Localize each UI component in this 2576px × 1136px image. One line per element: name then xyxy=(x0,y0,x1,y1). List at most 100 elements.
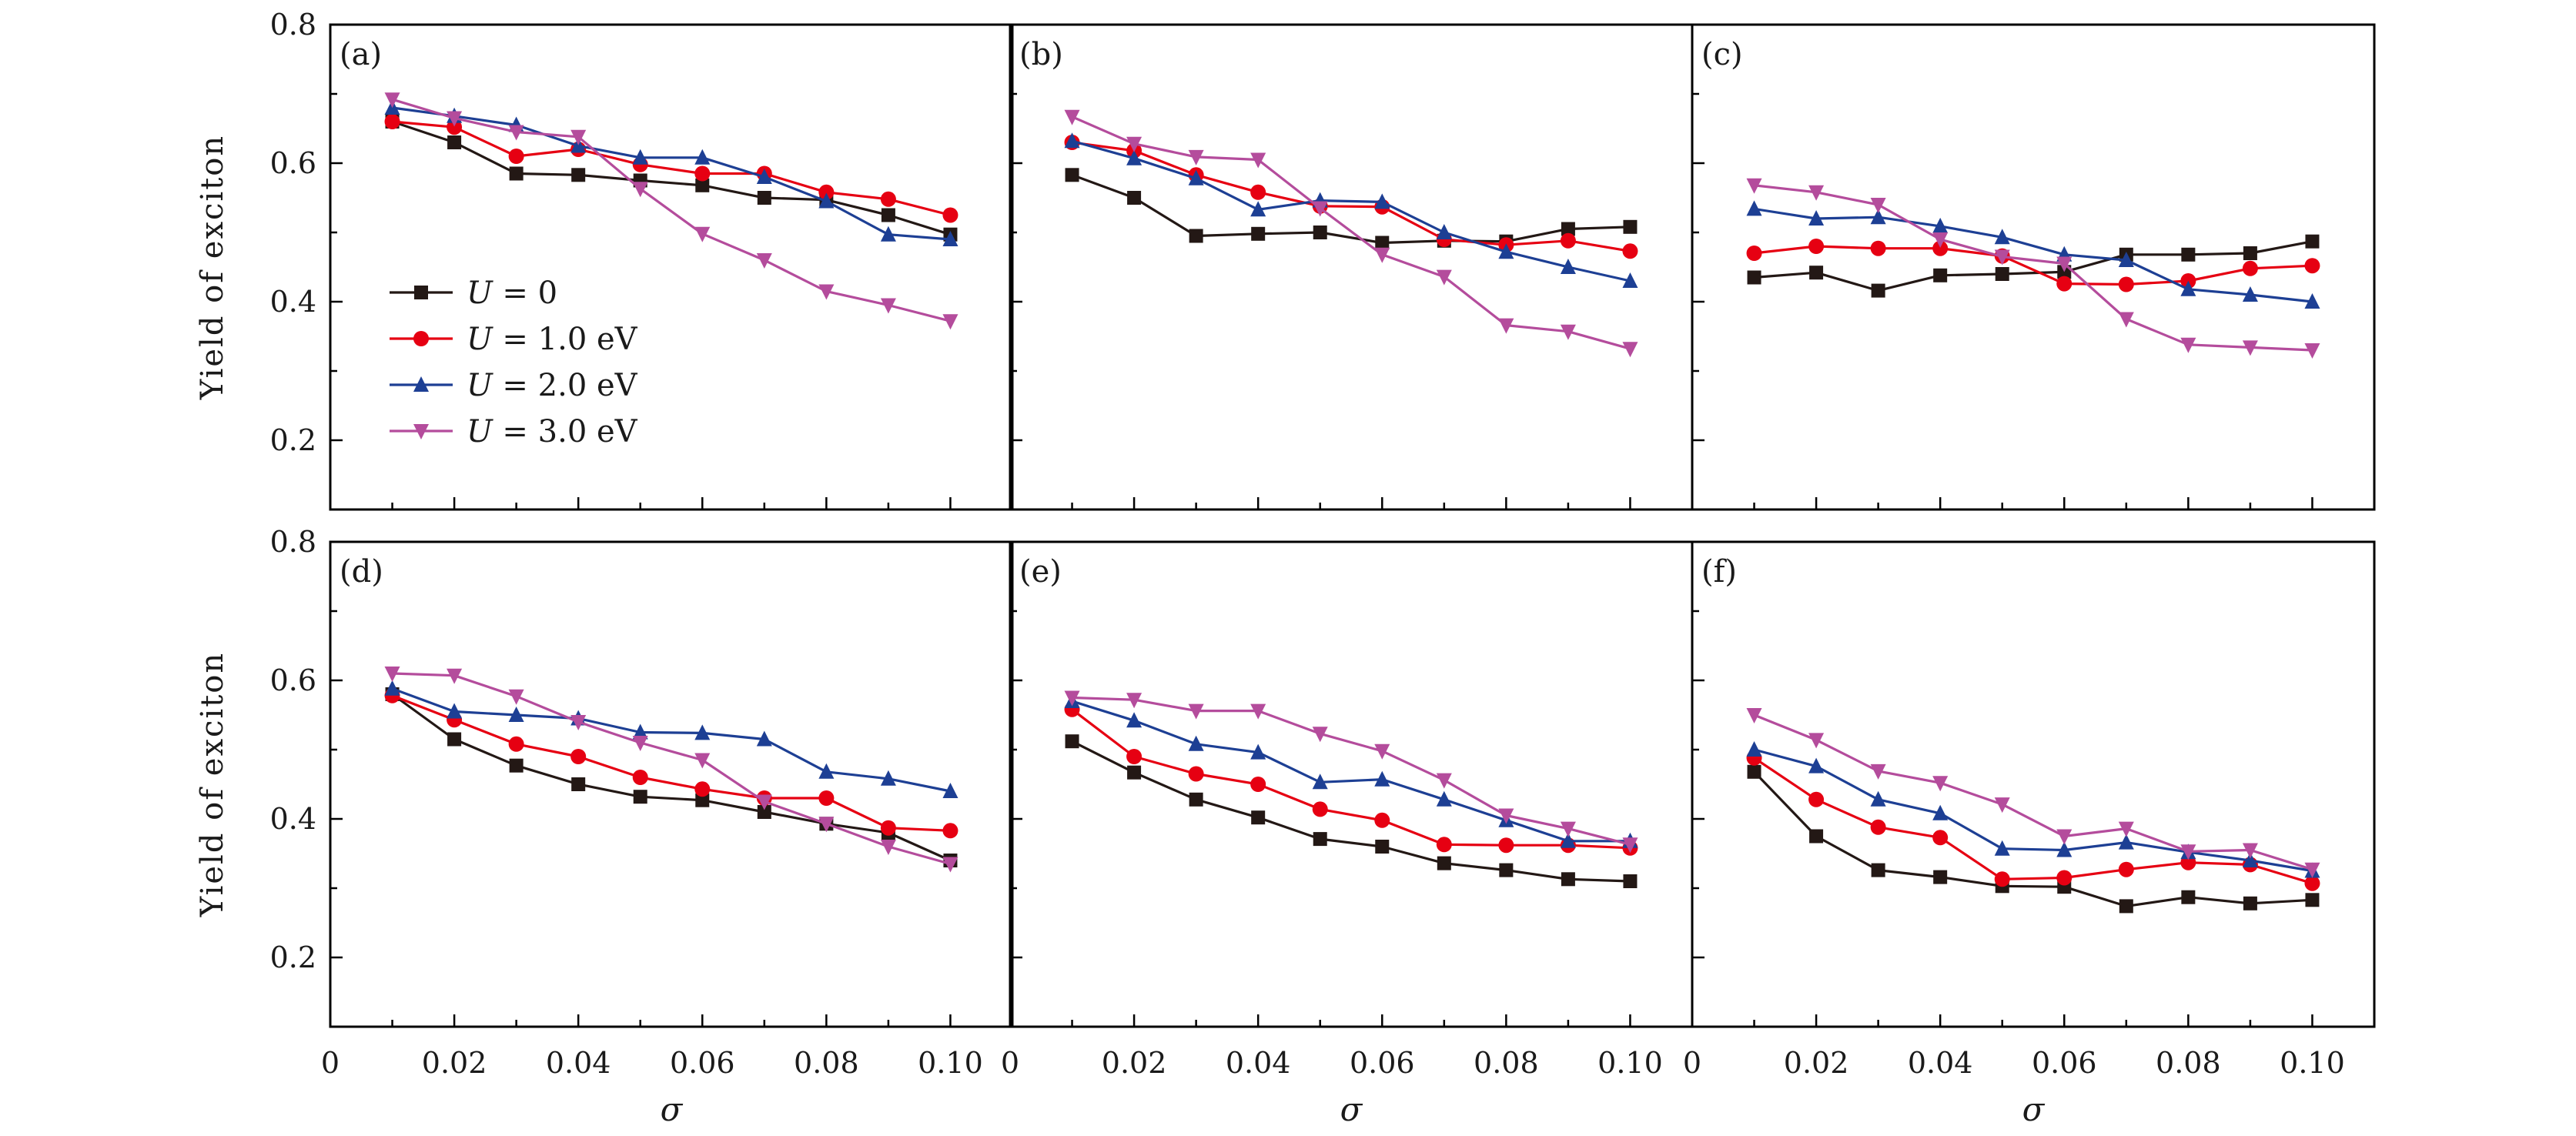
marker-triangle-up xyxy=(2118,834,2134,850)
marker-triangle-down xyxy=(2242,843,2258,859)
marker-square xyxy=(1747,764,1761,779)
series-3 xyxy=(1064,109,1638,358)
marker-circle xyxy=(694,165,711,182)
series-line xyxy=(1072,696,1631,846)
marker-triangle-up xyxy=(1994,840,2010,856)
x-tick-label: 0.06 xyxy=(670,1046,735,1080)
panel-e: (e) xyxy=(1009,540,1694,1028)
marker-triangle-down xyxy=(2304,862,2320,878)
marker-square xyxy=(2305,893,2320,907)
legend-text: = 1.0 eV xyxy=(493,322,638,357)
marker-triangle-down xyxy=(1498,318,1514,334)
marker-circle xyxy=(2056,276,2073,292)
marker-triangle-down xyxy=(1808,733,1825,749)
legend-entry: U = 1.0 eV xyxy=(390,322,638,357)
marker-circle xyxy=(1622,243,1638,259)
marker-triangle-up xyxy=(1498,243,1514,259)
marker-circle xyxy=(2056,870,2073,886)
series-0 xyxy=(1065,734,1638,888)
marker-triangle-up xyxy=(2118,252,2134,267)
marker-square xyxy=(695,178,710,192)
marker-triangle-down xyxy=(384,667,400,682)
y-tick-label: 0.8 xyxy=(270,8,316,42)
marker-square xyxy=(881,208,895,222)
marker-square xyxy=(1437,856,1451,870)
marker-triangle-down xyxy=(1808,185,1825,201)
marker-triangle-down xyxy=(1746,708,1762,723)
x-axis-label: σ xyxy=(1340,1091,1363,1128)
marker-circle xyxy=(1932,240,1949,256)
marker-square xyxy=(1623,219,1638,234)
series-line xyxy=(1754,240,2313,292)
marker-triangle-down xyxy=(694,226,711,242)
marker-square xyxy=(571,777,586,791)
marker-circle xyxy=(2118,861,2134,877)
series-line xyxy=(392,106,951,241)
marker-square xyxy=(1127,191,1142,205)
marker-triangle-up xyxy=(1560,259,1576,274)
marker-circle xyxy=(447,119,463,135)
marker-triangle-down xyxy=(1994,249,2010,266)
marker-triangle-up xyxy=(1374,770,1390,787)
marker-square xyxy=(1623,874,1638,888)
marker-square xyxy=(757,191,771,205)
x-tick-label: 0.10 xyxy=(918,1046,983,1080)
marker-triangle-down xyxy=(1250,703,1266,720)
marker-triangle-down xyxy=(1870,198,1886,213)
marker-triangle-up xyxy=(2180,280,2196,296)
marker-triangle-up xyxy=(818,763,835,779)
marker-circle xyxy=(1374,812,1390,828)
marker-circle xyxy=(2118,276,2134,292)
marker-triangle-up xyxy=(1250,743,1266,760)
marker-triangle-down xyxy=(1250,152,1266,169)
series-2 xyxy=(1746,741,2320,878)
marker-circle xyxy=(1560,232,1576,249)
marker-square xyxy=(1189,229,1203,243)
panel-label: (b) xyxy=(1019,37,1063,72)
marker-triangle-up xyxy=(447,703,463,719)
series-line xyxy=(1754,207,2313,303)
series-1 xyxy=(384,687,958,839)
series-line xyxy=(391,687,951,793)
marker-square xyxy=(1251,226,1266,241)
marker-square xyxy=(1313,832,1327,847)
marker-triangle-down xyxy=(1622,837,1638,854)
series-2 xyxy=(1064,132,1638,288)
marker-triangle-down xyxy=(632,182,648,198)
series-2 xyxy=(384,680,958,798)
marker-square xyxy=(1995,267,2009,281)
panel-f: (f) xyxy=(1691,540,2376,1028)
marker-circle xyxy=(1436,837,1452,853)
marker-triangle-up xyxy=(413,376,429,392)
panel-frame xyxy=(329,540,1014,1028)
marker-triangle-up xyxy=(756,169,772,184)
marker-triangle-up xyxy=(1126,712,1142,728)
series-line xyxy=(391,694,951,832)
marker-triangle-down xyxy=(1498,808,1514,824)
series-line xyxy=(1754,245,2313,286)
marker-triangle-up xyxy=(1560,832,1576,848)
marker-triangle-up xyxy=(880,226,896,242)
marker-triangle-down xyxy=(2118,312,2134,328)
y-tick-label: 0.4 xyxy=(270,802,316,836)
marker-triangle-up xyxy=(1808,210,1825,226)
marker-circle xyxy=(1746,246,1762,261)
marker-circle xyxy=(2304,875,2320,891)
marker-square xyxy=(1871,283,1885,298)
series-line xyxy=(1753,757,2313,885)
marker-triangle-down xyxy=(1436,773,1452,789)
marker-circle xyxy=(570,749,587,764)
panel-label: (f) xyxy=(1701,554,1737,590)
panel-frame xyxy=(329,23,1014,511)
marker-triangle-down xyxy=(1126,693,1142,709)
marker-triangle-up xyxy=(1436,790,1452,807)
x-tick-label: 0.02 xyxy=(422,1046,487,1080)
legend-symbol: U xyxy=(467,322,493,357)
y-tick-label: 0.8 xyxy=(270,525,316,559)
marker-triangle-up xyxy=(1808,757,1825,773)
marker-triangle-down xyxy=(2056,256,2073,272)
y-tick-label: 0.6 xyxy=(270,146,316,180)
marker-triangle-down xyxy=(942,314,958,330)
marker-triangle-down xyxy=(447,668,463,684)
marker-square xyxy=(2243,246,2257,260)
